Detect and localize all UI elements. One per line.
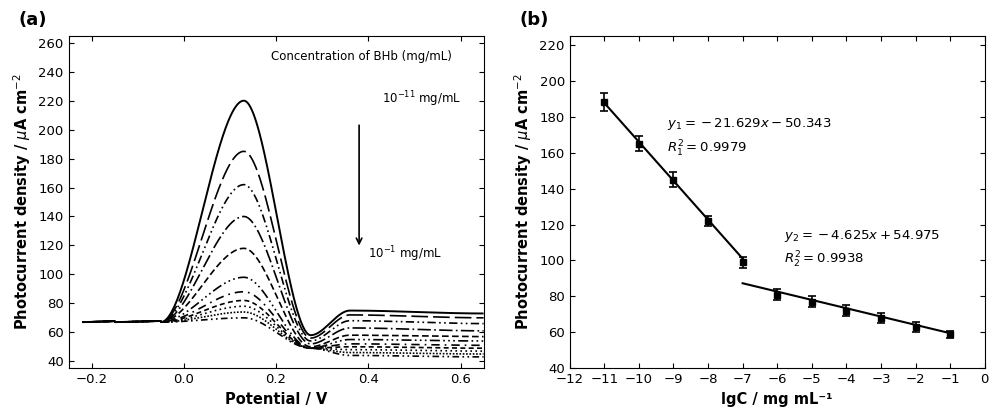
Text: (b): (b): [520, 11, 549, 29]
Text: $R_1^2 = 0.9979$: $R_1^2 = 0.9979$: [667, 139, 747, 159]
Text: (a): (a): [19, 11, 47, 29]
Text: $y_2 = -4.625x + 54.975$: $y_2 = -4.625x + 54.975$: [784, 228, 940, 244]
Y-axis label: Photocurrent density / $\mu$A cm$^{-2}$: Photocurrent density / $\mu$A cm$^{-2}$: [11, 74, 33, 330]
Text: $y_1 = -21.629x - 50.343$: $y_1 = -21.629x - 50.343$: [667, 116, 831, 133]
Text: $10^{-1}$ mg/mL: $10^{-1}$ mg/mL: [368, 245, 442, 264]
Text: Concentration of BHb (mg/mL): Concentration of BHb (mg/mL): [271, 50, 452, 63]
Text: $10^{-11}$ mg/mL: $10^{-11}$ mg/mL: [382, 90, 461, 109]
Text: $R_2^2 = 0.9938$: $R_2^2 = 0.9938$: [784, 250, 864, 270]
X-axis label: lgC / mg mL⁻¹: lgC / mg mL⁻¹: [721, 392, 833, 407]
Y-axis label: Photocurrent density / $\mu$A cm$^{-2}$: Photocurrent density / $\mu$A cm$^{-2}$: [512, 74, 534, 330]
X-axis label: Potential / V: Potential / V: [225, 392, 327, 407]
